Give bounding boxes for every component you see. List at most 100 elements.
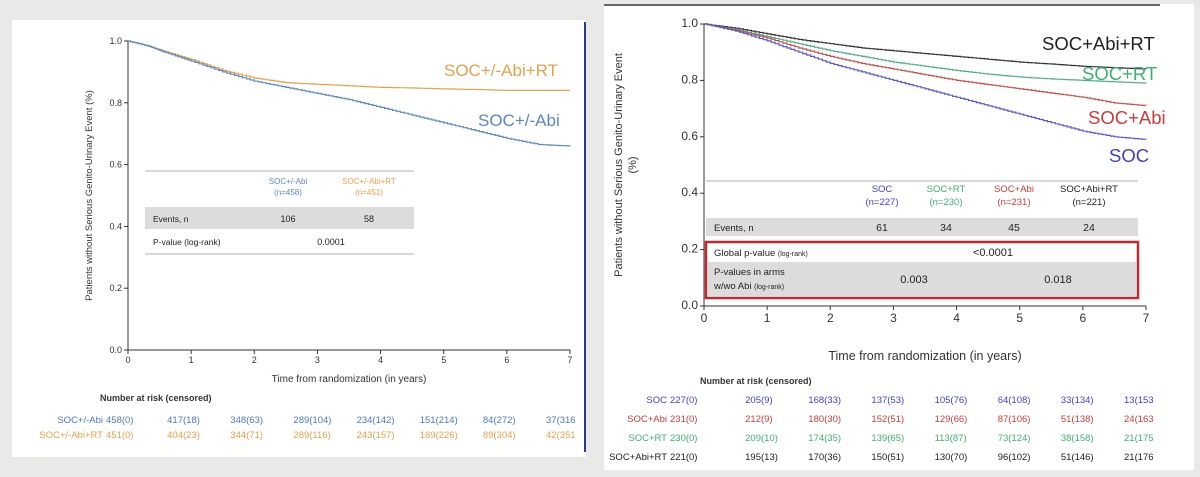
risk-cell: 51(138) <box>1060 414 1094 425</box>
risk-row-label: SOC <box>646 395 667 406</box>
risk-cell: 234(142) <box>356 415 395 426</box>
table-header-name: SOC <box>872 184 893 195</box>
table-events-row-bg <box>706 218 1138 236</box>
y-tick-label: 0.2 <box>681 242 698 256</box>
table-header-n: (n=458) <box>274 188 302 197</box>
risk-row-label: SOC+Abi+RT <box>609 452 667 463</box>
risk-cell: 169(226) <box>419 430 458 441</box>
left-km-panel: 0.0 0.2 0.4 0.6 0.8 1.0 0 1 2 3 4 5 6 7 Time from rand… <box>12 20 586 457</box>
x-tick-label: 2 <box>827 311 834 325</box>
risk-cell: 73(124) <box>997 433 1031 444</box>
right-km-panel: 0.0 0.2 0.4 0.6 0.8 1.0 0 1 2 3 4 5 6 7 Time from rand… <box>604 4 1194 470</box>
table-events-value: 45 <box>1008 222 1020 234</box>
x-axis-label: Time from randomization (in years) <box>272 374 427 385</box>
y-tick-label: 0.0 <box>681 298 698 312</box>
y-tick-label: 0.8 <box>109 98 122 108</box>
x-tick-label: 2 <box>252 355 257 365</box>
risk-cell: 212(9) <box>745 414 773 425</box>
y-tick-label: 1.0 <box>681 16 698 30</box>
risk-cell: 209(10) <box>745 433 778 444</box>
left-km-chart: 0.0 0.2 0.4 0.6 0.8 1.0 0 1 2 3 4 5 6 7 Time from rand… <box>84 36 573 385</box>
table-arms-label-1: P-values in arms <box>714 267 785 278</box>
risk-row-label: SOC+Abi <box>627 414 667 425</box>
table-events-value: 34 <box>940 222 952 234</box>
table-global-value: <0.0001 <box>973 247 1013 259</box>
y-tick-label: 0.4 <box>681 185 698 199</box>
risk-cell: 130(70) <box>934 452 968 463</box>
risk-row-label: SOC+/-Abi <box>57 415 103 426</box>
series-line-SOC+/-Abi+RT <box>128 40 570 91</box>
risk-cell: 113(87) <box>934 433 967 444</box>
risk-cell: 87(106) <box>997 414 1031 425</box>
y-tick-label: 1.0 <box>109 36 122 46</box>
table-header-n: (n=451) <box>355 188 383 197</box>
panel-divider <box>584 22 586 452</box>
risk-cell: 13(153 <box>1124 395 1154 406</box>
series-line-SOC+Abi+RT <box>704 23 1147 70</box>
risk-cell: 151(214) <box>419 415 458 426</box>
table-events-label: Events, n <box>714 223 754 234</box>
x-tick-label: 5 <box>1016 311 1023 325</box>
series-label: SOC <box>1109 145 1149 166</box>
risk-cell: 139(65) <box>871 433 905 444</box>
table-header-name: SOC+RT <box>927 184 966 195</box>
table-events-row-bg <box>145 207 414 229</box>
risk-cell: 231(0) <box>670 414 698 425</box>
series-line-SOC+RT <box>704 23 1147 84</box>
risk-row-label: SOC+RT <box>628 433 667 444</box>
table-global-label: Global p-value (log-rank) <box>714 248 808 259</box>
risk-cell: 289(104) <box>293 415 332 426</box>
risk-cell: 38(158) <box>1060 433 1094 444</box>
risk-cell: 230(0) <box>670 433 698 444</box>
risk-cell: 129(66) <box>934 414 968 425</box>
risk-cell: 344(71) <box>230 430 264 441</box>
risk-cell: 227(0) <box>670 395 698 406</box>
series-line-SOC+Abi <box>704 23 1147 106</box>
right-risk-title: Number at risk (censored) <box>700 376 812 386</box>
x-tick-label: 1 <box>764 311 771 325</box>
y-axis-label: Patients without Serious Genito-Urinary … <box>84 90 95 301</box>
x-tick-label: 4 <box>953 311 960 325</box>
table-events-value: 24 <box>1083 222 1095 234</box>
y-tick-label: 0.6 <box>681 129 698 143</box>
y-tick-label: 0.0 <box>109 345 122 355</box>
risk-cell: 137(53) <box>871 395 905 406</box>
risk-cell: 37(316 <box>546 415 576 426</box>
table-pvalue-value: 0.0001 <box>317 237 345 247</box>
series-label: SOC+/-Abi <box>478 111 560 130</box>
series-label: SOC+/-Abi+RT <box>444 61 558 80</box>
risk-row-label: SOC+/-Abi+RT <box>39 430 103 441</box>
risk-cell: 84(272) <box>482 415 516 426</box>
risk-cell: 152(51) <box>871 414 905 425</box>
table-arms-row-bg <box>708 262 1136 296</box>
series-label: SOC+RT <box>1082 63 1157 84</box>
table-header-name: SOC+/-Abi+RT <box>342 177 396 186</box>
pvalue-highlight-box <box>704 240 1140 300</box>
x-tick-label: 5 <box>441 355 446 365</box>
table-arms-value: 0.003 <box>900 274 928 286</box>
x-tick-label: 3 <box>315 355 320 365</box>
table-header-name: SOC+Abi <box>994 184 1034 195</box>
x-tick-label: 6 <box>504 355 509 365</box>
risk-cell: 42(351 <box>546 430 576 441</box>
series-label: SOC+Abi+RT <box>1042 33 1155 54</box>
risk-cell: 221(0) <box>670 452 698 463</box>
table-events-value: 61 <box>876 222 888 234</box>
x-tick-label: 3 <box>890 311 897 325</box>
y-tick-label: 0.8 <box>681 72 698 86</box>
table-header-name: SOC+Abi+RT <box>1060 184 1118 195</box>
table-header-n: (n=221) <box>1072 197 1105 208</box>
table-arms-value: 0.018 <box>1044 274 1072 286</box>
table-header-n: (n=231) <box>997 197 1030 208</box>
x-tick-label: 7 <box>567 355 572 365</box>
risk-cell: 289(116) <box>293 430 331 441</box>
x-tick-label: 0 <box>125 355 130 365</box>
x-tick-label: 0 <box>701 311 708 325</box>
x-tick-label: 6 <box>1080 311 1087 325</box>
risk-cell: 174(35) <box>808 433 842 444</box>
x-tick-label: 4 <box>378 355 383 365</box>
table-pvalue-label: P-value (log-rank) <box>153 237 221 247</box>
risk-cell: 96(102) <box>997 452 1031 463</box>
risk-cell: 170(36) <box>808 452 842 463</box>
